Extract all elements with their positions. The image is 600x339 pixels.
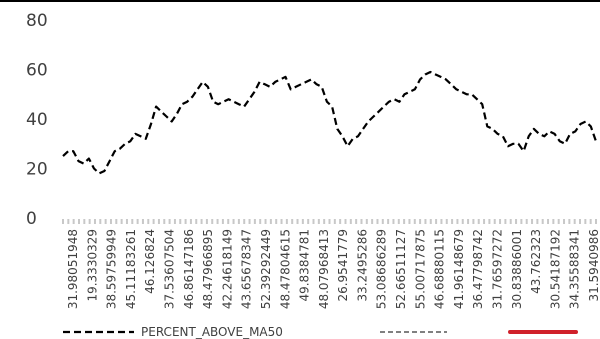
y-tick-label: 40 [26, 110, 48, 130]
x-tick-label: 55.00717875 [413, 229, 427, 309]
y-tick-label: 20 [26, 160, 48, 180]
x-tick-label: 53.08686289 [375, 229, 389, 309]
x-tick-label: 46.86147186 [182, 229, 196, 309]
x-tick-label: 49.8384781 [298, 229, 312, 302]
legend-label-percent-above-ma50: PERCENT_ABOVE_MA50 [141, 325, 283, 339]
y-tick-label: 0 [26, 209, 37, 229]
legend: PERCENT_ABOVE_MA50 [63, 325, 578, 339]
x-axis: 31.98051948 19.3330329 38.59759949 45.11183… [62, 219, 600, 309]
x-tick-label: 31.76597272 [491, 229, 505, 309]
x-tick-label: 48.47966895 [201, 229, 215, 309]
x-tick-label: 38.59759949 [105, 229, 119, 309]
y-axis: 0 20 40 60 80 [26, 11, 48, 229]
y-tick-label: 80 [26, 11, 48, 31]
x-tick-label: 36.47798742 [471, 229, 485, 309]
x-tick-label: 30.54187192 [548, 229, 562, 309]
x-tick-label: 26.9541779 [336, 229, 350, 302]
x-tick-label: 19.3330329 [85, 229, 99, 302]
x-tick-label: 43.762323 [529, 229, 543, 294]
x-tick-label: 37.53607504 [162, 229, 176, 309]
x-tick-label: 52.39292449 [259, 229, 273, 309]
x-tick-label: 31.5940986 [587, 229, 600, 302]
x-tick-label: 52.66511127 [394, 229, 408, 309]
plot-area [62, 70, 598, 175]
x-tick-label: 46.68880115 [433, 229, 447, 309]
x-tick-label: 45.11183261 [124, 229, 138, 309]
x-tick-label: 43.65678347 [240, 229, 254, 309]
y-tick-label: 60 [26, 61, 48, 81]
x-tick-label: 34.35588341 [568, 229, 582, 309]
x-tick-label: 46.126824 [143, 229, 157, 294]
x-tick-label: 48.47804615 [278, 229, 292, 309]
x-tick-label: 31.98051948 [66, 229, 80, 309]
x-tick-label: 48.07968413 [317, 229, 331, 309]
x-tick-label: 41.96148679 [452, 229, 466, 309]
series-line-percent-above-ma50 [62, 70, 598, 175]
x-tick-label: 33.2495286 [355, 229, 369, 302]
x-tick-label: 42.24618149 [220, 229, 234, 309]
x-tick-label: 30.83886001 [510, 229, 524, 309]
